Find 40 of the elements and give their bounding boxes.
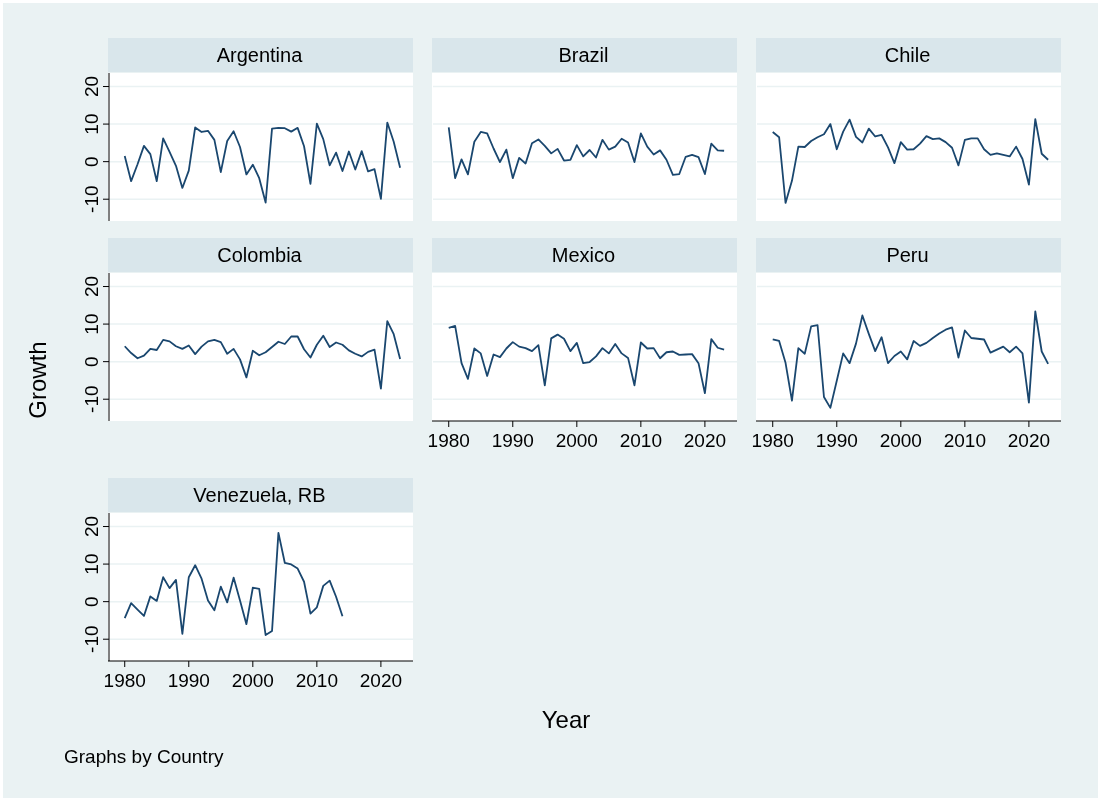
x-tick-label: 1990 bbox=[491, 430, 534, 451]
x-tick-label: 2000 bbox=[555, 430, 598, 451]
y-tick-label: 0 bbox=[81, 356, 102, 367]
chart-title: Chile bbox=[884, 44, 931, 66]
x-tick-label: 1980 bbox=[751, 430, 794, 451]
y-tick-label: 0 bbox=[81, 156, 102, 167]
y-tick-label: 10 bbox=[81, 553, 102, 575]
x-tick-label: 1990 bbox=[167, 670, 210, 691]
y-tick-label: -10 bbox=[81, 625, 102, 653]
x-tick-label: 2000 bbox=[231, 670, 274, 691]
chart-title: Mexico bbox=[551, 244, 616, 266]
x-tick-label: 2010 bbox=[295, 670, 338, 691]
line-series bbox=[123, 320, 402, 390]
line-series bbox=[123, 121, 402, 204]
y-tick-label: -10 bbox=[81, 185, 102, 213]
y-tick-label: 0 bbox=[81, 596, 102, 607]
y-tick-label: 20 bbox=[81, 515, 102, 538]
y-tick-label: 20 bbox=[81, 275, 102, 298]
y-tick-label: 10 bbox=[81, 113, 102, 135]
chart-title: Peru bbox=[886, 244, 929, 266]
x-axis-title: Year bbox=[541, 706, 591, 733]
line-series bbox=[123, 532, 344, 636]
x-tick-label: 2020 bbox=[1007, 430, 1051, 451]
text: Graphs by Country bbox=[64, 746, 224, 767]
x-tick-label: 2000 bbox=[879, 430, 922, 451]
x-tick-label: 2010 bbox=[943, 430, 986, 451]
x-tick-label: 2010 bbox=[619, 430, 662, 451]
x-tick-label: 1980 bbox=[103, 670, 146, 691]
chart-title: Brazil bbox=[558, 44, 609, 66]
x-tick-label: 2020 bbox=[683, 430, 727, 451]
chart-title: Argentina bbox=[216, 44, 304, 66]
x-tick-label: 2020 bbox=[359, 670, 403, 691]
chart-title: Colombia bbox=[217, 244, 303, 266]
x-tick-label: 1980 bbox=[427, 430, 470, 451]
y-axis-title: Growth bbox=[24, 341, 51, 419]
y-tick-label: 10 bbox=[81, 313, 102, 335]
y-tick-label: -10 bbox=[81, 385, 102, 413]
y-tick-label: 20 bbox=[81, 75, 102, 98]
chart-title: Venezuela, RB bbox=[193, 484, 326, 506]
x-tick-label: 1990 bbox=[815, 430, 858, 451]
